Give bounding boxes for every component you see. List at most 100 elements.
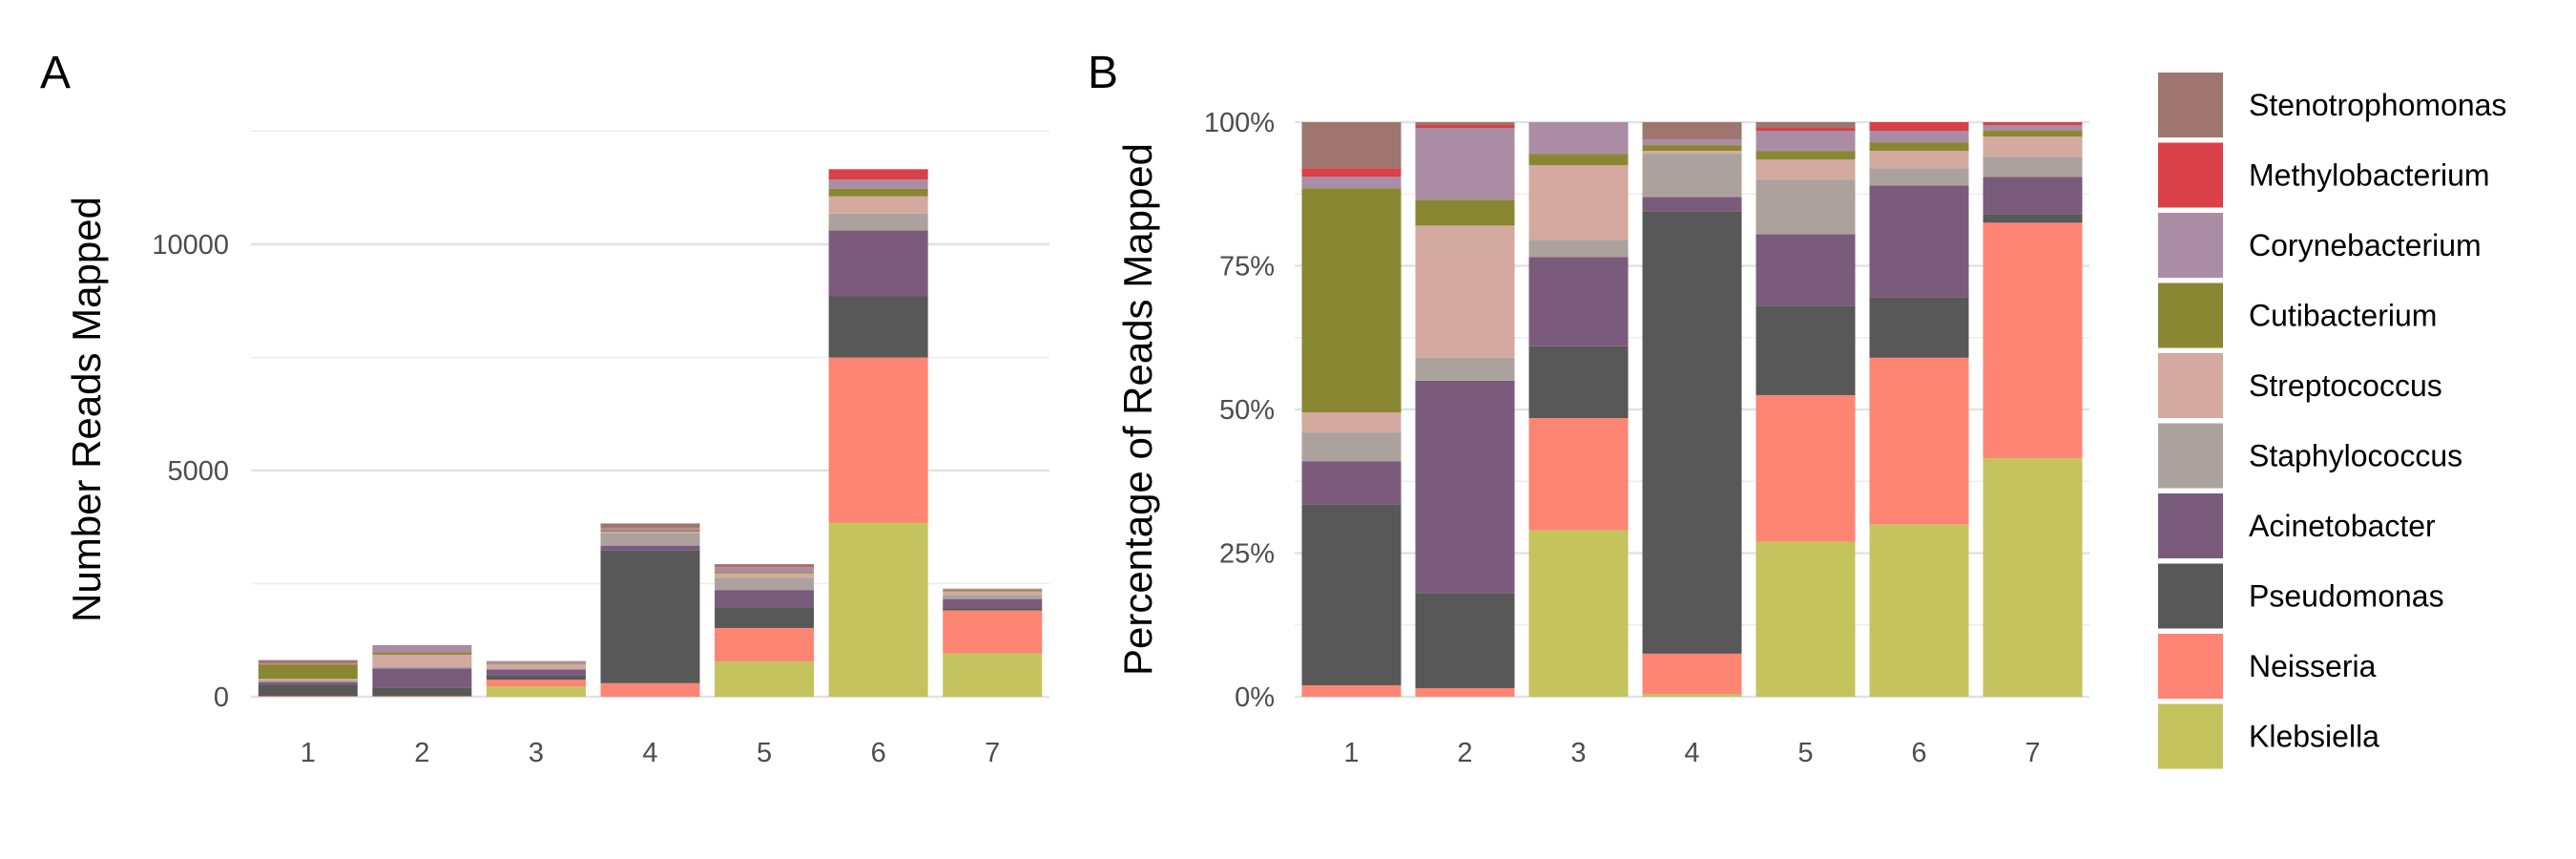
panel-b: B 0% 25% 50% 75% 100% 1 2 3 4 5 6 7 Percentage of Rea… (1088, 48, 2089, 768)
legend-swatch-staphylococcus (2158, 423, 2223, 489)
bar-segment-stenotrophomonas-5 (1755, 122, 1856, 129)
bar-segment-staphylococcus-5 (715, 577, 815, 591)
legend-swatch-corynebacterium (2158, 213, 2223, 278)
bar-segment-cutibacterium-5 (1755, 151, 1856, 160)
bar-segment-acinetobacter-1 (258, 681, 358, 685)
bar-segment-streptococcus-4 (1642, 151, 1742, 155)
bar-segment-acinetobacter-3 (486, 669, 586, 676)
bar-segment-stenotrophomonas-1 (258, 660, 358, 663)
bar-segment-cutibacterium-4 (1642, 145, 1742, 152)
bar-segment-pseudomonas-4 (600, 550, 700, 683)
y-tick-label: 10000 (152, 230, 229, 261)
bar-segment-cutibacterium-5 (715, 572, 815, 574)
x-tick-label: 6 (1911, 738, 1926, 768)
bar-segment-neisseria-5 (1755, 394, 1856, 542)
bar-segment-staphylococcus-3 (486, 668, 586, 670)
x-tick-label: 2 (414, 738, 429, 768)
bar-segment-neisseria-7 (943, 610, 1043, 654)
bar-segment-pseudomonas-7 (943, 608, 1043, 611)
bar-segment-corynebacterium-4 (600, 528, 700, 531)
x-tick-label: 5 (1797, 738, 1813, 768)
bar-segment-acinetobacter-6 (1869, 185, 1969, 298)
legend-swatch-cutibacterium (2158, 283, 2223, 348)
bar-segment-neisseria-7 (1983, 222, 2083, 459)
bar-segment-acinetobacter-2 (1415, 380, 1515, 594)
bar-segment-corynebacterium-1 (1301, 177, 1402, 189)
bar-segment-pseudomonas-7 (1983, 214, 2083, 223)
bar-segment-staphylococcus-3 (1528, 240, 1629, 258)
bar-segment-staphylococcus-6 (1869, 168, 1969, 186)
legend-swatch-streptococcus (2158, 353, 2223, 418)
bar-segment-pseudomonas-6 (1869, 297, 1969, 358)
legend-label-corynebacterium: Corynebacterium (2249, 228, 2482, 262)
bar-segment-pseudomonas-6 (828, 296, 928, 358)
bar-segment-staphylococcus-6 (828, 213, 928, 231)
y-axis-title: Number Reads Mapped (64, 197, 109, 622)
x-tick-label: 3 (529, 738, 544, 768)
bar-segment-corynebacterium-7 (943, 589, 1043, 591)
bar-segment-acinetobacter-3 (1528, 257, 1629, 346)
bar-segment-methylobacterium-6 (828, 169, 928, 180)
bar-segment-methylobacterium-2 (1415, 125, 1515, 129)
bar-segment-corynebacterium-5 (715, 566, 815, 573)
panel-tag-a: A (40, 48, 71, 98)
legend-label-cutibacterium: Cutibacterium (2249, 299, 2437, 333)
bar-segment-staphylococcus-2 (372, 666, 472, 669)
bar-segment-cutibacterium-1 (1301, 188, 1402, 413)
x-tick-label: 2 (1457, 738, 1472, 768)
bar-segment-cutibacterium-3 (1528, 154, 1629, 166)
bar-segment-streptococcus-5 (715, 573, 815, 578)
bar-segment-corynebacterium-2 (372, 645, 472, 653)
bar-segment-cutibacterium-6 (828, 188, 928, 197)
bar-segment-neisseria-3 (1528, 418, 1629, 531)
bar-segment-pseudomonas-2 (1415, 593, 1515, 688)
legend-label-pseudomonas: Pseudomonas (2249, 579, 2444, 614)
bar-segment-stenotrophomonas-2 (1415, 122, 1515, 126)
bar-segment-corynebacterium-1 (258, 663, 358, 665)
bar-segment-neisseria-2 (1415, 687, 1515, 697)
bar-segment-pseudomonas-5 (715, 607, 815, 628)
bar-segment-pseudomonas-1 (1301, 504, 1402, 685)
bar-segment-stenotrophomonas-2 (372, 644, 472, 646)
bar-segment-acinetobacter-7 (1983, 177, 2083, 215)
bar-segment-staphylococcus-4 (600, 533, 700, 546)
legend-label-streptococcus: Streptococcus (2249, 368, 2442, 403)
bar-segment-klebsiella-7 (1983, 458, 2083, 697)
legend-swatch-stenotrophomonas (2158, 73, 2223, 137)
legend-label-stenotrophomonas: Stenotrophomonas (2249, 88, 2506, 122)
bar-segment-streptococcus-7 (943, 591, 1043, 596)
bar-segment-cutibacterium-2 (1415, 199, 1515, 226)
bar-segment-cutibacterium-3 (486, 662, 586, 664)
bar-segment-cutibacterium-4 (600, 530, 700, 532)
bar-segment-klebsiella-3 (1528, 530, 1629, 697)
x-tick-label: 4 (642, 738, 657, 768)
bar-segment-acinetobacter-7 (943, 598, 1043, 609)
bar-segment-corynebacterium-6 (828, 179, 928, 189)
legend-label-klebsiella: Klebsiella (2249, 720, 2379, 754)
bar-segment-klebsiella-4 (1642, 693, 1742, 697)
bar-segment-acinetobacter-5 (715, 590, 815, 608)
bar-segment-streptococcus-1 (258, 679, 358, 681)
bar-segment-cutibacterium-1 (258, 664, 358, 680)
bar-segment-corynebacterium-4 (1642, 139, 1742, 146)
bar-segment-pseudomonas-2 (372, 687, 472, 697)
legend-swatch-klebsiella (2158, 703, 2223, 769)
bar-segment-streptococcus-3 (1528, 165, 1629, 241)
x-tick-label: 7 (2025, 738, 2040, 768)
bar-segment-streptococcus-1 (1301, 412, 1402, 433)
bar-segment-klebsiella-6 (828, 522, 928, 697)
bar-segment-cutibacterium-6 (1869, 142, 1969, 152)
bar-segment-neisseria-3 (486, 679, 586, 687)
bar-segment-neisseria-1 (258, 696, 358, 697)
y-tick-label: 0% (1235, 682, 1275, 713)
bar-segment-klebsiella-6 (1869, 524, 1969, 697)
bar-segment-stenotrophomonas-5 (715, 564, 815, 566)
legend-swatch-methylobacterium (2158, 142, 2223, 208)
bar-segment-neisseria-4 (1642, 653, 1742, 694)
bar-segment-streptococcus-6 (828, 196, 928, 214)
bar-segment-klebsiella-3 (486, 686, 586, 697)
bar-segment-klebsiella-5 (1755, 541, 1856, 697)
bar-segment-neisseria-1 (1301, 684, 1402, 697)
y-tick-label: 75% (1219, 252, 1275, 283)
bar-segment-pseudomonas-3 (486, 675, 586, 680)
